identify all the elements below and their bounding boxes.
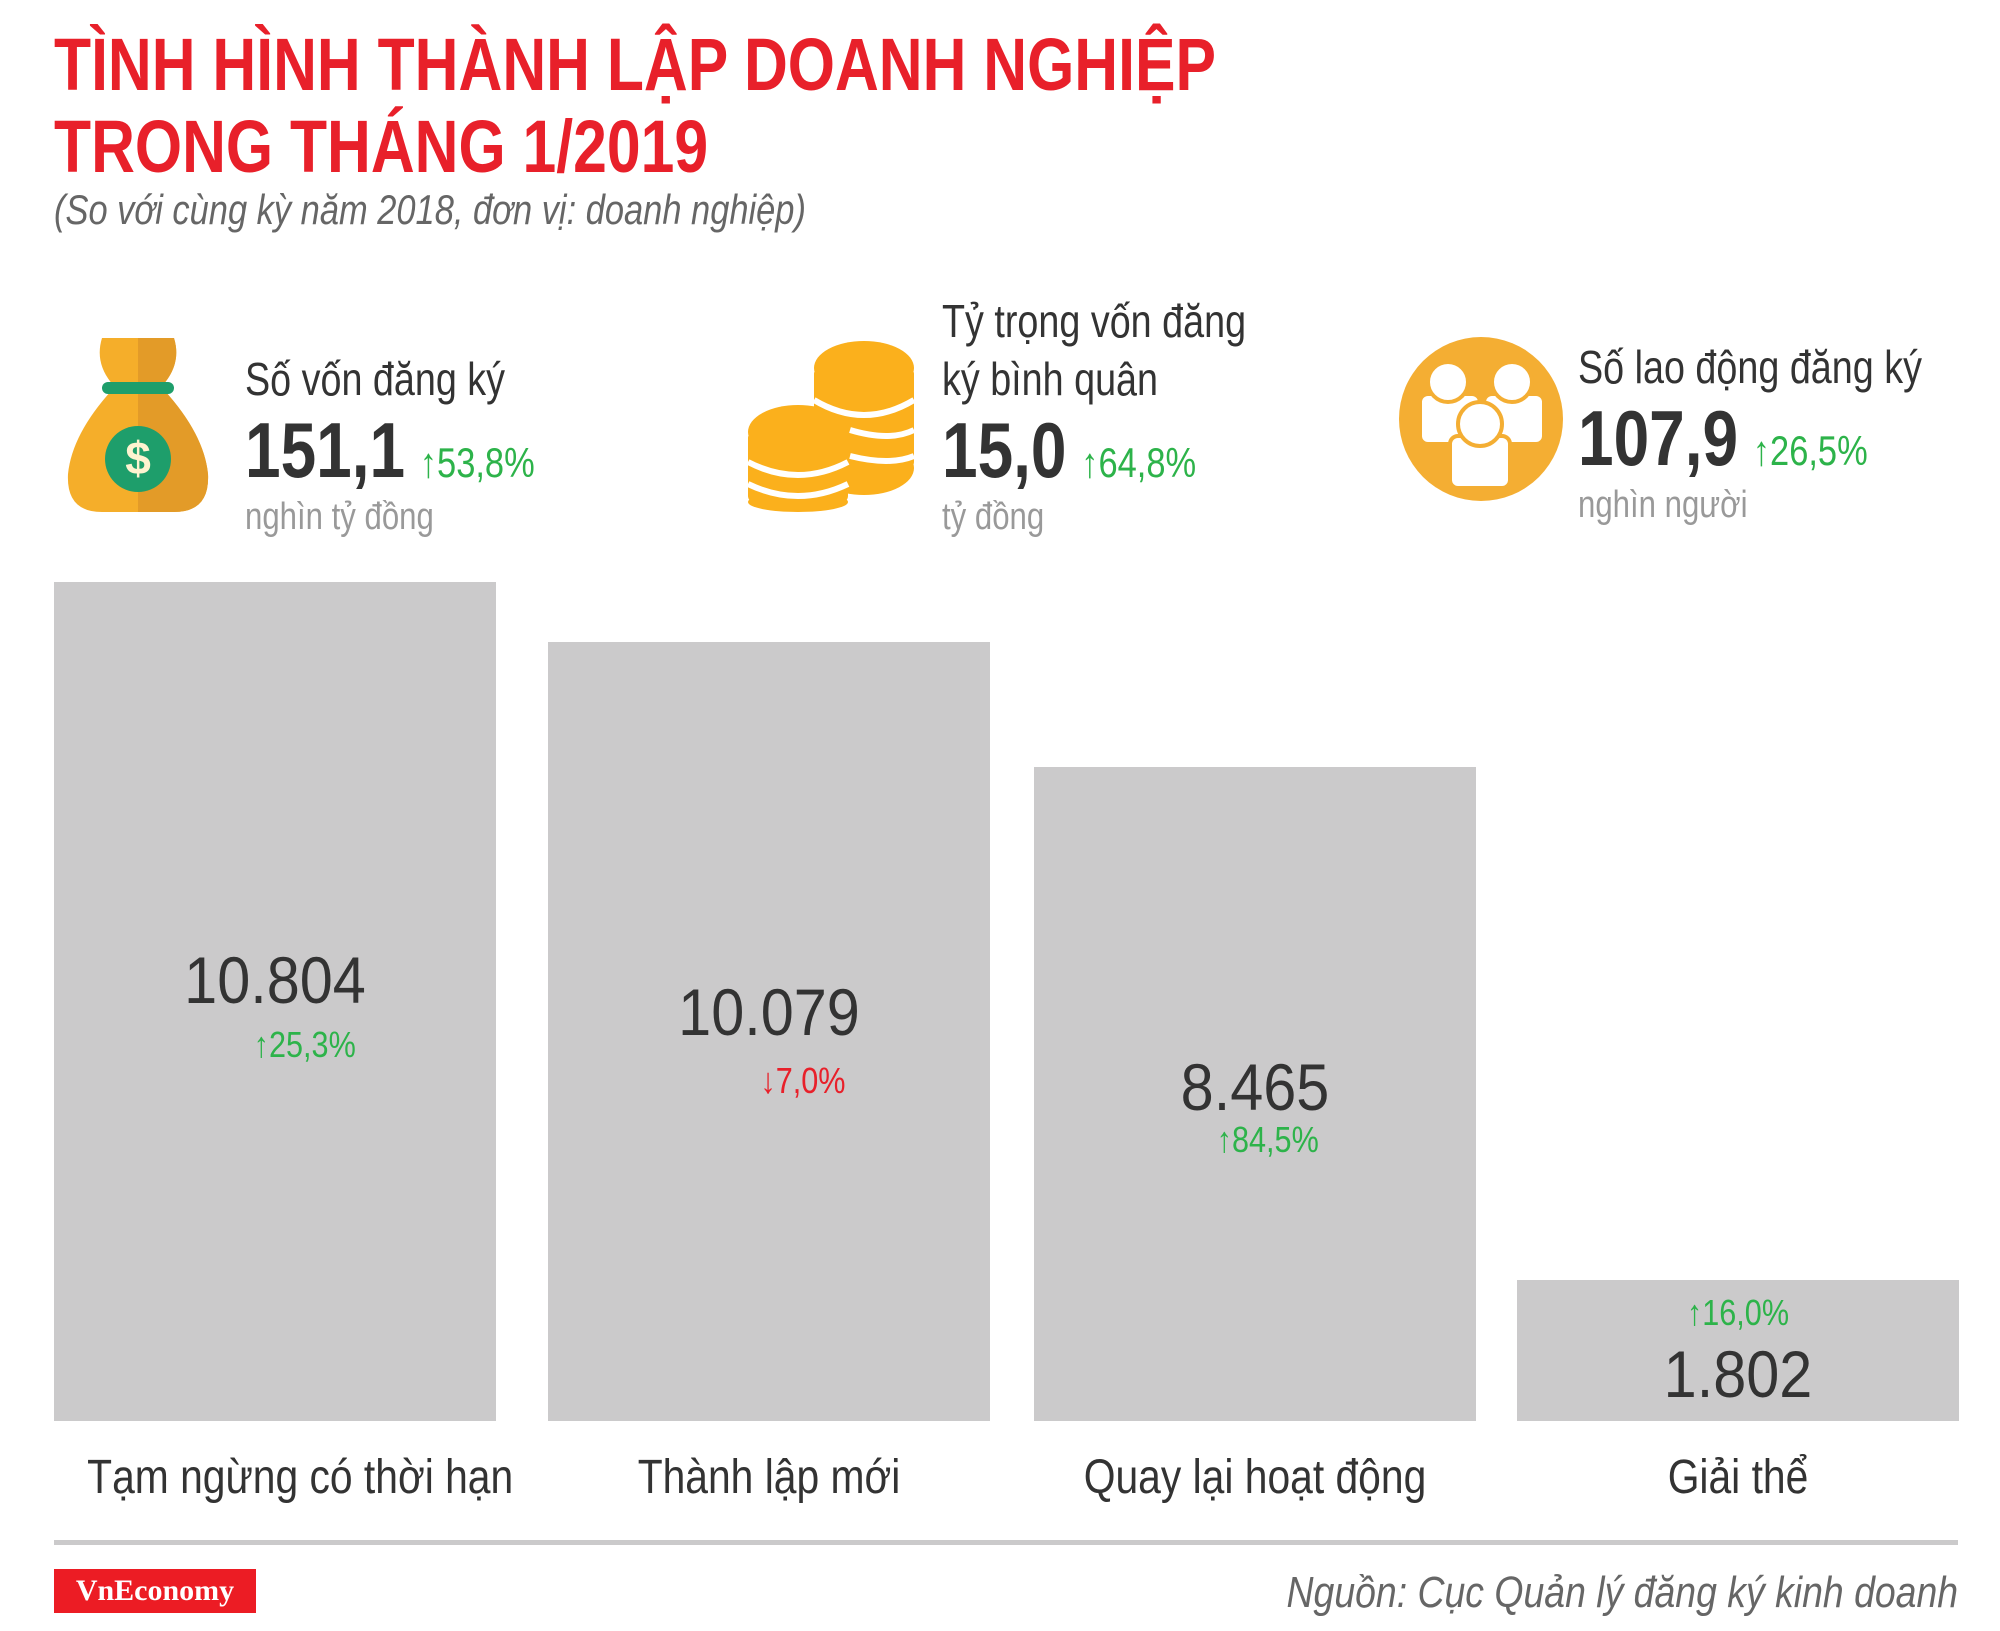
footer-divider (54, 1540, 1958, 1545)
stat-label: Số lao động đăng ký (1578, 341, 1922, 393)
bar-giai-the: ↑16,0% 1.802 (1517, 1280, 1959, 1421)
bar-change: ↑25,3% (253, 1024, 356, 1065)
bar-value: 8.465 (1180, 1050, 1330, 1124)
page-title: TÌNH HÌNH THÀNH LẬP DOANH NGHIỆP TRONG T… (54, 24, 1216, 188)
stat-unit: nghìn tỷ đồng (245, 496, 434, 538)
source-note: Nguồn: Cục Quản lý đăng ký kinh doanh (1286, 1568, 1958, 1617)
stat-average-capital: Tỷ trọng vốn đăng ký bình quân 15,0 ↑64,8… (942, 292, 1313, 542)
title-line-1: TÌNH HÌNH THÀNH LẬP DOANH NGHIỆP (54, 23, 1216, 106)
bar-value: 10.804 (184, 943, 366, 1017)
stat-change: ↑64,8% (1081, 439, 1197, 486)
stat-label-line-1: Tỷ trọng vốn đăng (942, 295, 1247, 347)
bar-value: 10.079 (678, 975, 860, 1049)
stat-label-line-2: ký bình quân (942, 353, 1159, 405)
bar-quay-lai: 8.465 ↑84,5% (1034, 767, 1476, 1421)
bar-tam-ngung: 10.804 ↑25,3% (54, 582, 496, 1421)
money-bag-icon: $ (67, 338, 209, 512)
stat-label: Số vốn đăng ký (245, 353, 506, 405)
category-label: Thành lập mới (637, 1451, 901, 1504)
people-icon (1399, 337, 1563, 501)
category-label: Quay lại hoạt động (1083, 1451, 1427, 1504)
stat-value: 151,1 (245, 406, 406, 494)
stat-registered-labor: Số lao động đăng ký 107,9 ↑26,5% nghìn ng… (1578, 338, 1997, 530)
stat-change: ↑53,8% (419, 439, 535, 486)
stat-value: 15,0 (942, 406, 1067, 494)
coins-icon (746, 341, 916, 512)
subtitle: (So với cùng kỳ năm 2018, đơn vị: doanh … (54, 186, 806, 233)
vneconomy-logo: VnEconomy (54, 1569, 256, 1613)
bar-change: ↑84,5% (1216, 1119, 1319, 1160)
bar-change: ↑16,0% (1686, 1292, 1790, 1333)
bar-value: 1.802 (1663, 1337, 1813, 1411)
stat-unit: nghìn người (1578, 484, 1748, 526)
category-label: Tạm ngừng có thời hạn (87, 1451, 514, 1504)
title-line-2: TRONG THÁNG 1/2019 (54, 105, 709, 188)
stat-registered-capital: Số vốn đăng ký 151,1 ↑53,8% nghìn tỷ đồng (245, 350, 598, 542)
bar-thanh-lap-moi: 10.079 ↓7,0% (548, 642, 990, 1421)
bar-change: ↓7,0% (760, 1060, 846, 1101)
stat-unit: tỷ đồng (942, 496, 1045, 538)
stat-change: ↑26,5% (1752, 427, 1868, 474)
svg-text:$: $ (125, 432, 151, 484)
stat-value: 107,9 (1578, 394, 1739, 482)
category-label: Giải thể (1667, 1451, 1809, 1504)
